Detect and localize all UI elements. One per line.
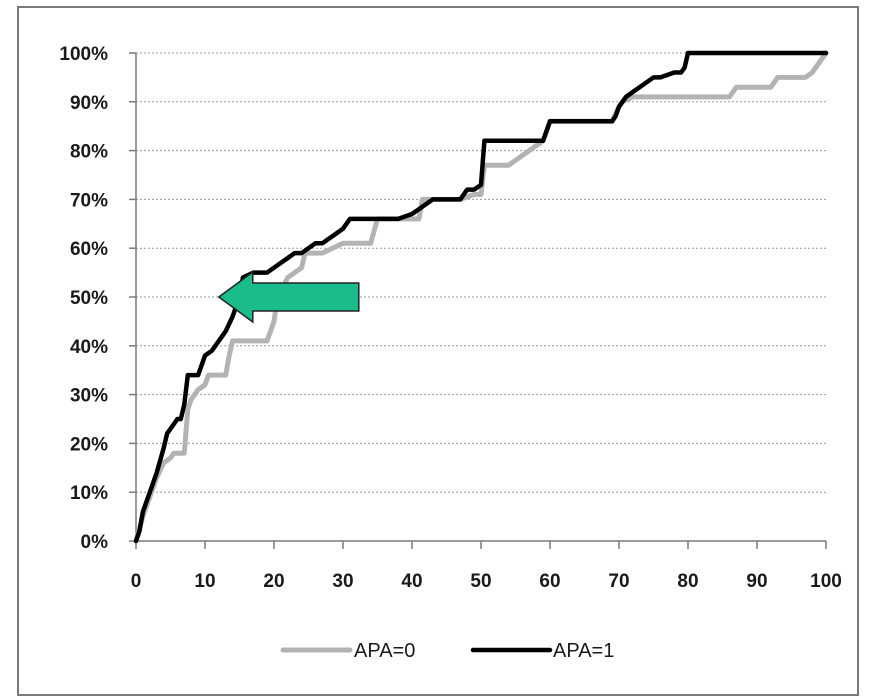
series-lines [133, 50, 829, 544]
y-tick-label: 100% [59, 44, 108, 65]
legend-label: APA=0 [354, 640, 415, 662]
y-tick-label: 40% [70, 337, 108, 358]
series-line-apa-0 [133, 50, 829, 544]
gridlines [136, 52, 826, 493]
x-tick-label: 10 [194, 571, 215, 592]
x-tick-label: 80 [677, 571, 698, 592]
legend-label: APA=1 [553, 640, 614, 662]
legend: APA=0 APA=1 [280, 640, 614, 662]
x-tick-label: 30 [332, 571, 353, 592]
y-tick-label: 90% [70, 93, 108, 114]
y-tick-label: 10% [70, 483, 108, 504]
x-tick-label: 40 [401, 571, 422, 592]
x-tick-label: 100 [810, 571, 842, 592]
x-tick-label: 70 [608, 571, 629, 592]
y-tick-label: 0% [81, 532, 109, 553]
x-tick-label: 50 [470, 571, 491, 592]
chart-frame [17, 6, 859, 696]
y-tick-label: 20% [70, 434, 108, 455]
x-tick-label: 60 [539, 571, 560, 592]
annotations [217, 270, 360, 324]
x-tick-label: 0 [131, 571, 142, 592]
y-tick-label: 30% [70, 386, 108, 407]
series-line-apa-1 [133, 50, 829, 544]
annotation-arrow [217, 270, 360, 324]
y-tick-label: 80% [70, 142, 108, 163]
y-tick-label: 60% [70, 239, 108, 260]
axes: 0% 10% 20% 30% 40% 50% 60% 70% 80% 90% 100% 0 10 20 30… [59, 44, 841, 592]
y-tick-label: 70% [70, 190, 108, 211]
y-tick-label: 50% [70, 288, 108, 309]
x-tick-label: 20 [263, 571, 284, 592]
x-tick-label: 90 [746, 571, 767, 592]
